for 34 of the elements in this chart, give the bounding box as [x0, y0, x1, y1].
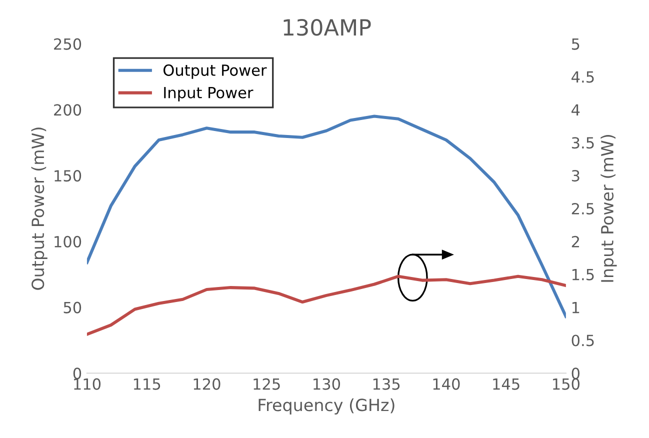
y2-tick-label: 3.5	[572, 137, 594, 149]
x-tick-label: 145	[493, 378, 520, 390]
y2-tick-label: 0	[572, 368, 580, 380]
y2-tick-label: 1	[572, 302, 580, 314]
y-tick-label: 150	[54, 170, 82, 182]
y2-tick-label: 0.5	[572, 334, 594, 346]
legend-label: Output Power	[164, 64, 267, 79]
y-tick-label: 100	[54, 236, 82, 248]
y2-tick-label: 2	[572, 236, 579, 248]
y2-tick-label: 4	[572, 104, 580, 116]
chart-title: 130AMP	[284, 18, 371, 36]
y2-tick-label: 3	[572, 170, 580, 182]
x-tick-label: 110	[74, 378, 101, 390]
y2-axis-title: Input Power (mW)	[600, 134, 617, 282]
x-tick-label: 135	[373, 378, 400, 390]
y-tick-label: 250	[54, 38, 82, 50]
x-tick-label: 120	[194, 378, 220, 390]
line-series	[86, 274, 566, 336]
y-axis-title: Output Power (mW)	[31, 128, 48, 290]
x-axis-title: Frequency (GHz)	[258, 398, 394, 415]
y-tick-label: 0	[73, 368, 82, 380]
x-tick-label: 115	[134, 378, 160, 390]
x-tick-label: 130	[314, 378, 340, 390]
x-tick-label: 125	[254, 378, 280, 390]
x-tick-label: 150	[553, 378, 580, 390]
legend-label: Input Power	[164, 87, 254, 102]
line-series	[86, 114, 566, 318]
y2-tick-label: 1.5	[572, 269, 594, 280]
y-tick-label: 50	[64, 302, 82, 314]
y2-tick-label: 4.5	[572, 71, 594, 83]
y-tick-label: 200	[54, 104, 82, 116]
y2-tick-label: 2.5	[572, 202, 594, 215]
y2-tick-label: 5	[572, 38, 580, 50]
x-tick-label: 140	[433, 378, 460, 390]
